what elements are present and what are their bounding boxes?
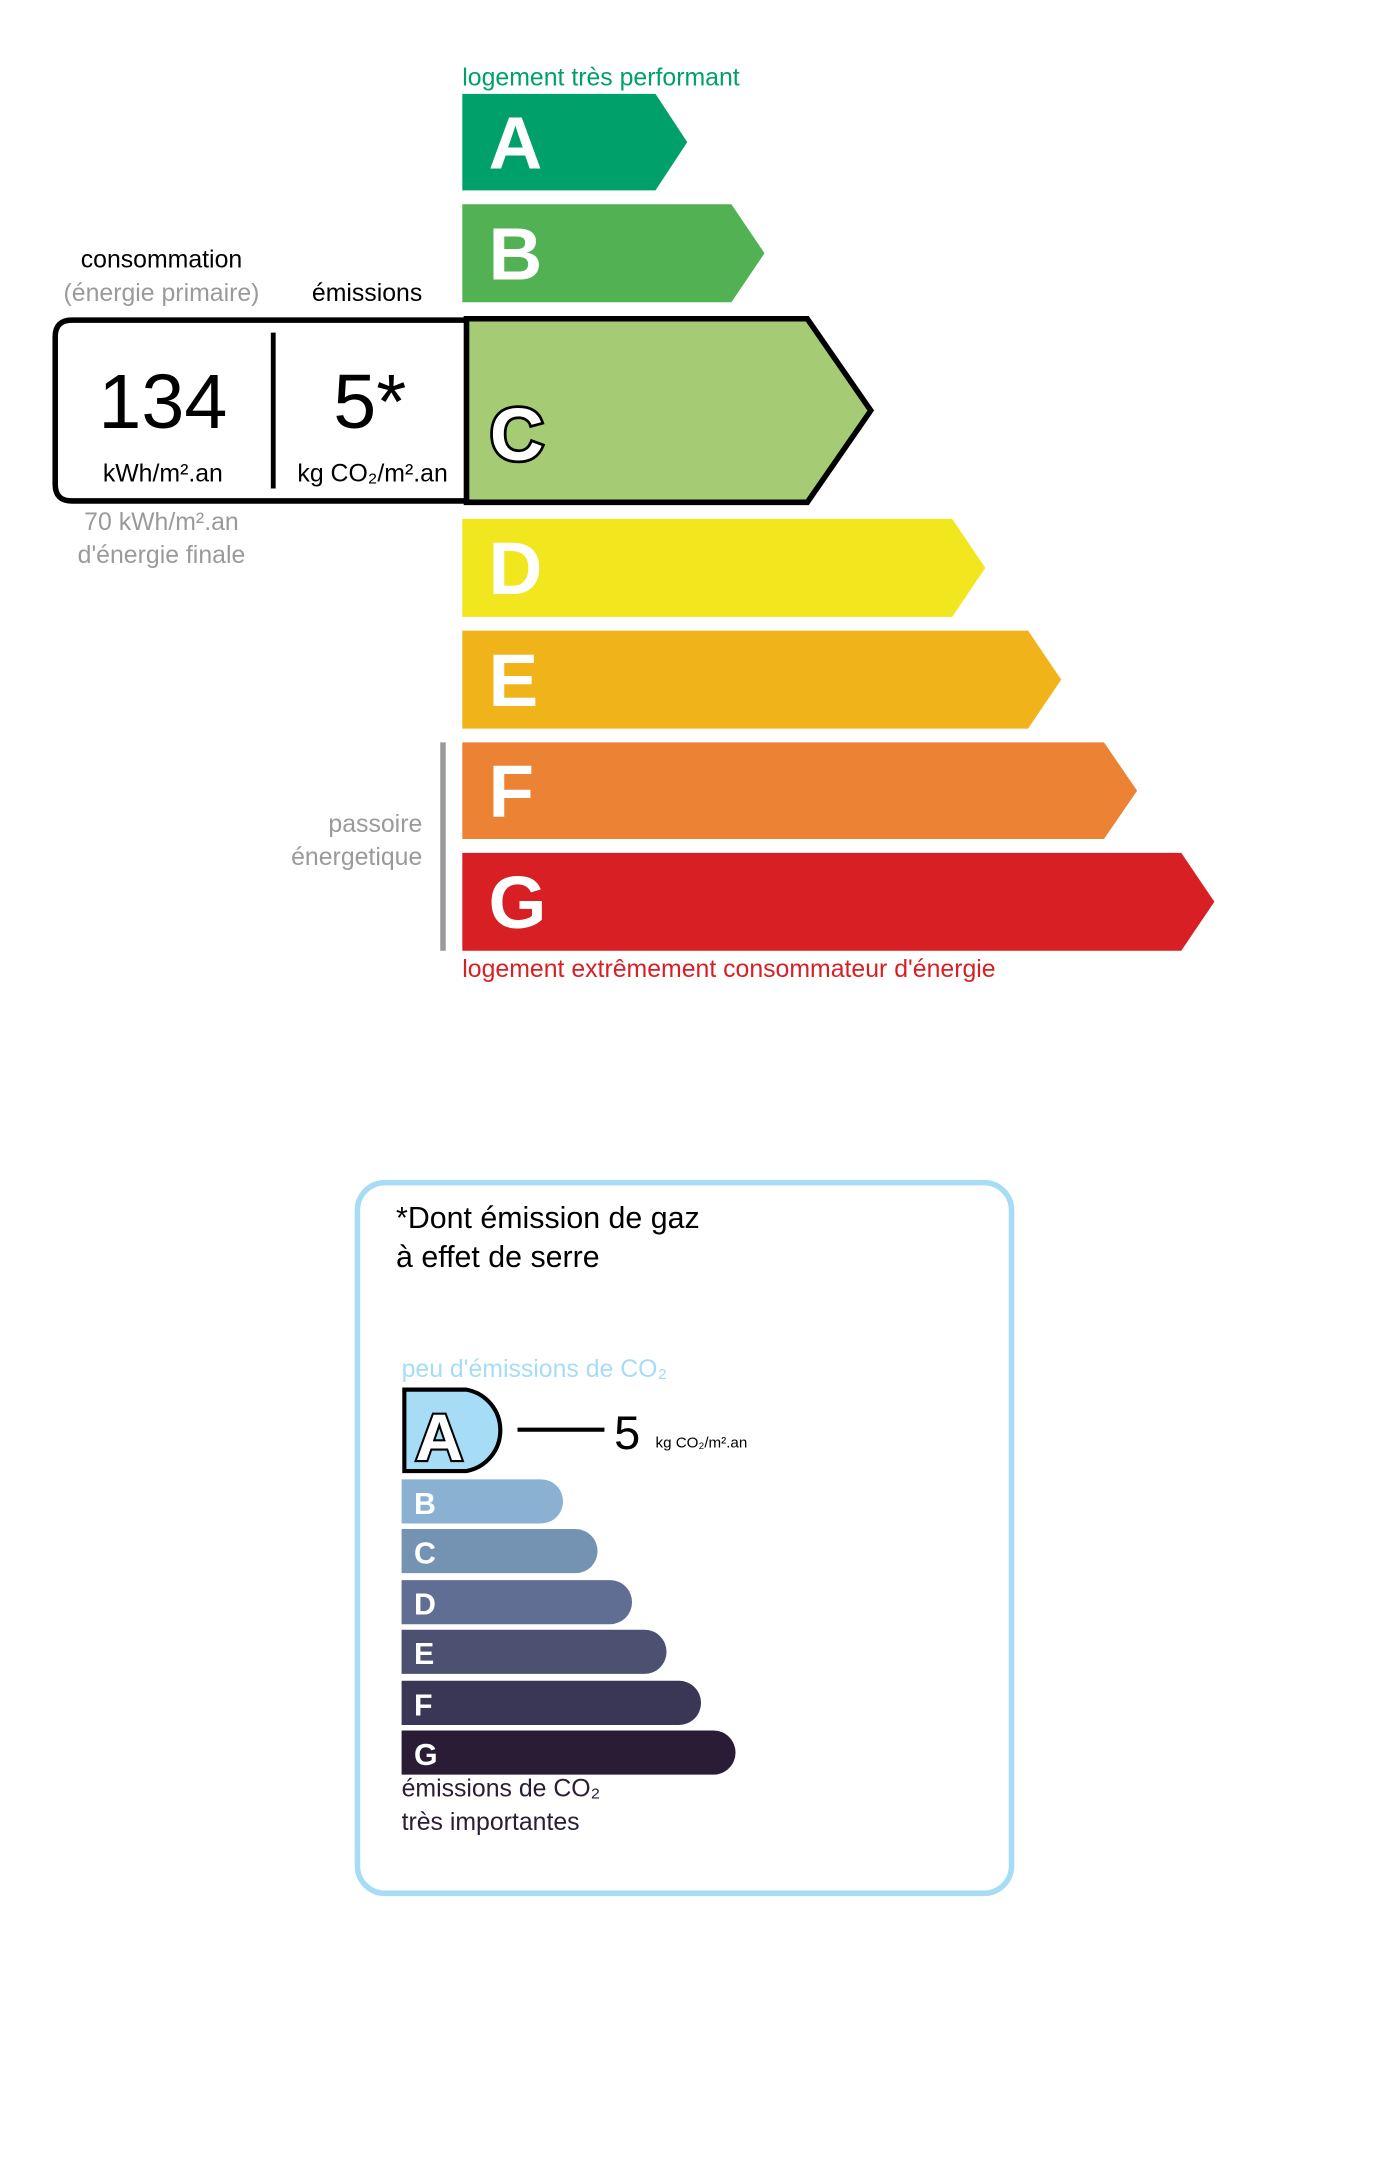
dpe-bar-a (462, 93, 688, 191)
ges-bottom-label-2: très importantes (402, 1809, 580, 1836)
dpe-letter-b: B (489, 212, 543, 295)
ges-bar-e (401, 1629, 667, 1674)
values-box (52, 317, 470, 504)
ges-letter-b: B (414, 1488, 436, 1521)
dpe-letter-g: G (489, 861, 547, 944)
ges-bar-c (401, 1529, 598, 1574)
ges-bar-a (402, 1387, 503, 1474)
ges-title-2: à effet de serre (396, 1241, 600, 1274)
emissions-label: émissions (312, 280, 422, 307)
dpe-bar-e (462, 630, 1062, 729)
final-energy-label: d'énergie finale (78, 542, 246, 569)
dpe-letter-f: F (489, 750, 535, 833)
dpe-top-label: logement très performant (462, 65, 739, 92)
passoire-label-2: énergetique (291, 844, 422, 871)
dpe-letter-d: D (489, 527, 543, 610)
ges-letter-f: F (414, 1689, 433, 1722)
consumption-value: 134 (98, 359, 227, 445)
emissions-value: 5* (333, 359, 406, 445)
ges-letter-d: D (414, 1589, 436, 1622)
ges-bar-d (401, 1580, 633, 1625)
dpe-letter-a: A (489, 101, 543, 184)
dpe-letter-e: E (489, 639, 539, 722)
ges-unit: kg CO₂/m².an (656, 1435, 748, 1452)
final-energy-value: 70 kWh/m².an (84, 509, 239, 536)
dpe-letter-c: C (490, 393, 544, 476)
emissions-unit: kg CO₂/m².an (297, 461, 447, 488)
ges-letter-a: A (415, 1401, 463, 1475)
ges-top-label: peu d'émissions de CO₂ (402, 1356, 668, 1383)
ges-letter-g: G (414, 1739, 438, 1772)
dpe-bar-g (462, 852, 1215, 951)
ges-bottom-label-1: émissions de CO₂ (402, 1776, 601, 1803)
dpe-bar-d (462, 518, 986, 617)
ges-letter-e: E (414, 1638, 434, 1671)
dpe-bottom-label: logement extrêmement consommateur d'éner… (462, 956, 995, 983)
consumption-sublabel: (énergie primaire) (64, 280, 260, 307)
ges-bar-b (401, 1479, 564, 1524)
ges-bar-g (401, 1730, 736, 1775)
ges-bar-f (401, 1680, 702, 1725)
passoire-label-1: passoire (328, 811, 422, 838)
dpe-bar-b (462, 204, 765, 303)
ges-value: 5 (614, 1407, 640, 1459)
consumption-unit: kWh/m².an (103, 461, 223, 488)
ges-title-1: *Dont émission de gaz (396, 1202, 700, 1235)
ges-letter-c: C (414, 1538, 436, 1571)
consumption-label: consommation (81, 247, 242, 274)
dpe-bar-f (462, 742, 1138, 840)
